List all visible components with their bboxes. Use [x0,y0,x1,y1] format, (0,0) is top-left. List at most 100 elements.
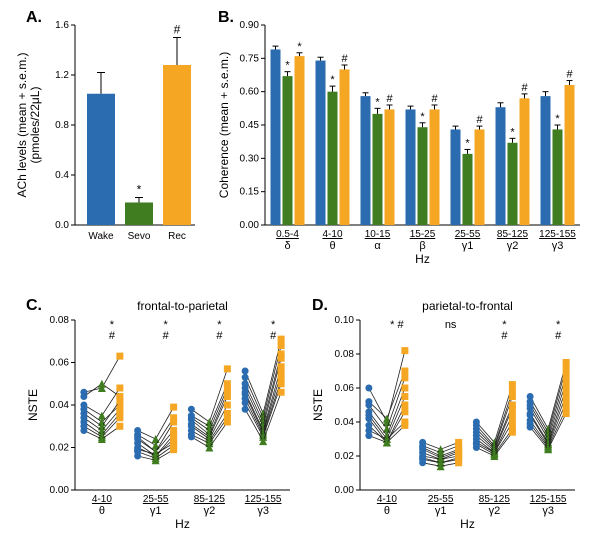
svg-text:#: # [109,330,116,342]
svg-text:ns: ns [445,319,457,331]
svg-text:Hz: Hz [460,517,475,531]
bar [541,96,551,225]
svg-text:γ1: γ1 [435,505,447,517]
bar [451,129,461,225]
svg-text:4-10: 4-10 [377,494,397,505]
bar [283,76,293,225]
bar [430,109,440,225]
svg-text:85-125: 85-125 [497,229,529,240]
svg-text:#: # [341,53,348,65]
svg-text:B.: B. [218,9,234,26]
panel-c: C.frontal-to-parietal0.000.020.040.060.0… [26,297,290,531]
svg-text:4-10: 4-10 [322,229,342,240]
panel-a: A.0.00.40.81.21.6ACh levels (mean + s.e.… [15,9,195,242]
svg-text:Coherence (mean + s.e.m.): Coherence (mean + s.e.m.) [217,52,231,198]
svg-text:10-15: 10-15 [365,229,391,240]
svg-text:0.45: 0.45 [240,120,260,131]
bar [496,107,506,225]
bar [340,69,350,225]
svg-text:#: # [163,330,170,342]
svg-text:δ: δ [284,240,290,252]
bar-rec [163,65,191,225]
svg-text:#: # [270,330,277,342]
svg-text:0.5-4: 0.5-4 [276,229,299,240]
bar [520,98,530,225]
bar [385,109,395,225]
svg-text:#: # [431,93,438,105]
svg-text:α: α [374,240,381,252]
svg-text:#: # [174,23,181,37]
svg-text:γ2: γ2 [489,505,501,517]
svg-text:85-125: 85-125 [194,494,226,505]
svg-text:0.00: 0.00 [50,485,70,496]
bar [508,143,518,225]
svg-text:25-55: 25-55 [455,229,481,240]
svg-text:0.10: 0.10 [335,315,355,326]
bar [475,129,485,225]
svg-text:0.04: 0.04 [335,417,355,428]
svg-text:Hz: Hz [175,517,190,531]
bar [406,109,416,225]
bar [328,92,338,225]
svg-text:Sevo: Sevo [128,231,151,242]
svg-text:#: # [476,114,483,126]
svg-text:Hz: Hz [415,252,430,266]
svg-text:0.60: 0.60 [240,87,260,98]
svg-text:*: * [297,41,302,53]
svg-text:0.02: 0.02 [335,451,355,462]
svg-text:0.8: 0.8 [55,120,69,131]
svg-text:γ1: γ1 [150,505,162,517]
svg-text:1.6: 1.6 [55,20,69,31]
svg-text:NSTE: NSTE [311,389,325,421]
svg-text:#: # [521,82,528,94]
svg-text:NSTE: NSTE [26,389,40,421]
svg-text:*: * [137,183,142,197]
svg-text:parietal-to-frontal: parietal-to-frontal [422,299,513,313]
svg-text:*: * [330,74,335,86]
svg-text:*: * [285,60,290,72]
svg-text:0.06: 0.06 [50,358,70,369]
bar-sevo [125,203,153,226]
svg-text:0.15: 0.15 [240,187,260,198]
svg-text:*: * [375,96,380,108]
svg-text:A.: A. [26,9,42,26]
svg-text:β: β [419,240,425,252]
svg-text:θ: θ [384,505,390,517]
bar [553,129,563,225]
svg-text:*: * [465,137,470,149]
svg-text:Wake: Wake [88,231,114,242]
svg-text:γ2: γ2 [507,240,519,252]
bar [316,61,326,225]
svg-text:25-55: 25-55 [428,494,454,505]
svg-text:0.00: 0.00 [335,485,355,496]
svg-text:0.00: 0.00 [240,220,260,231]
svg-text:85-125: 85-125 [479,494,511,505]
svg-text:4-10: 4-10 [92,494,112,505]
bar [361,96,371,225]
svg-text:γ3: γ3 [552,240,564,252]
svg-text:#: # [501,330,508,342]
svg-text:D.: D. [312,297,328,314]
svg-text:#: # [566,69,573,81]
bar [295,56,305,225]
svg-text:125-155: 125-155 [530,494,567,505]
bar [463,154,473,225]
svg-text:0.08: 0.08 [50,315,70,326]
svg-text:ACh levels (mean + s.e.m.)(pmo: ACh levels (mean + s.e.m.)(pmoles/22μL) [15,52,42,197]
svg-text:0.30: 0.30 [240,153,260,164]
svg-text:* #: * # [390,319,404,331]
svg-text:γ2: γ2 [204,505,216,517]
bar [418,127,428,225]
bar-wake [87,94,115,225]
svg-text:#: # [555,330,562,342]
bar [373,114,383,225]
bar [271,49,281,225]
svg-text:γ1: γ1 [462,240,474,252]
svg-text:25-55: 25-55 [143,494,169,505]
svg-text:#: # [386,93,393,105]
bar [565,85,575,225]
svg-text:Rec: Rec [168,231,186,242]
panel-b: B.0.000.150.300.450.600.750.90Coherence … [217,9,580,266]
svg-text:C.: C. [26,297,42,314]
svg-text:125-155: 125-155 [245,494,282,505]
